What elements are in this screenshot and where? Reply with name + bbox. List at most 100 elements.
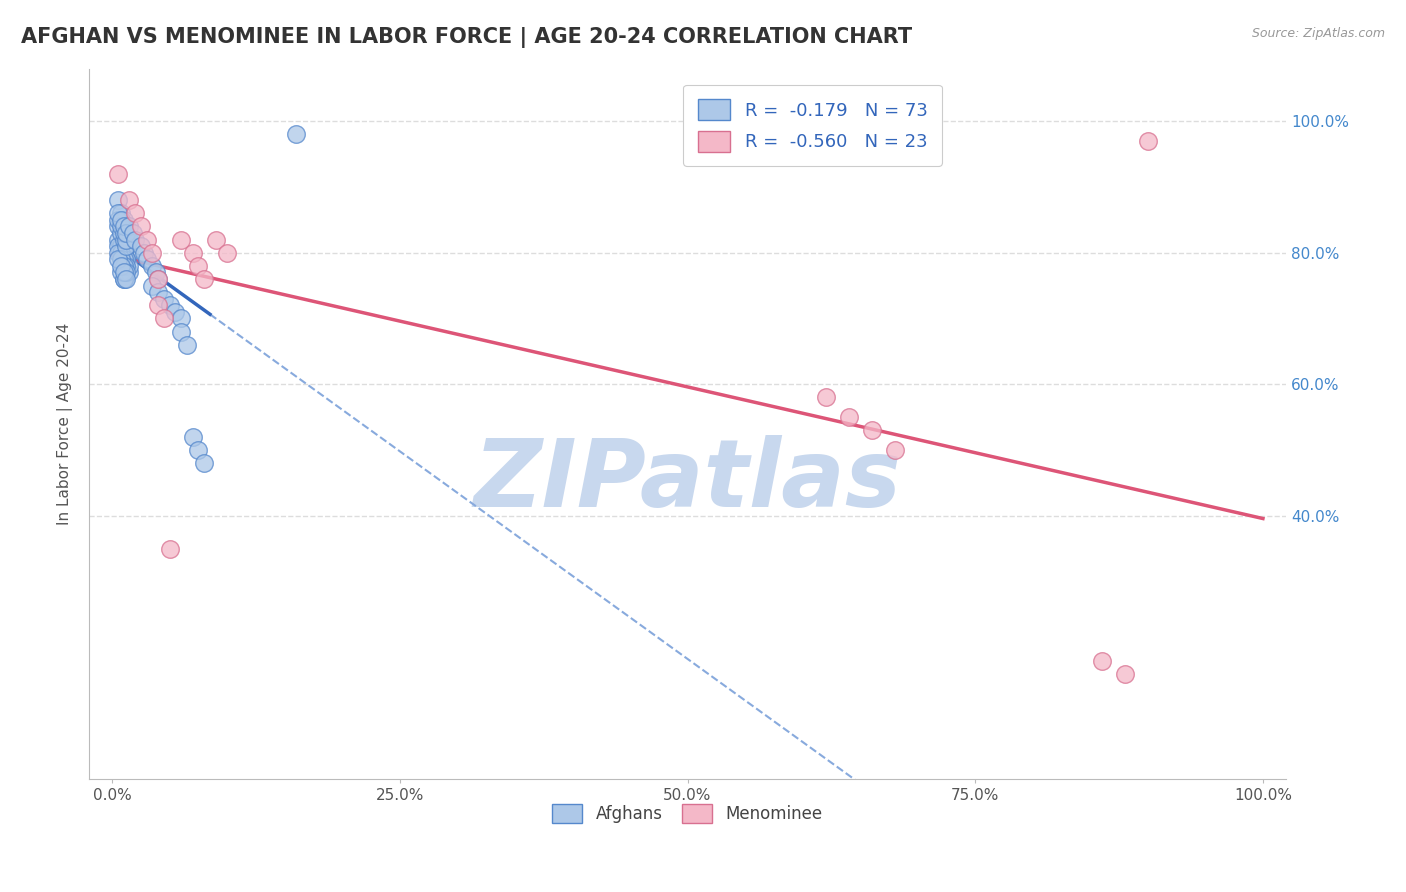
Y-axis label: In Labor Force | Age 20-24: In Labor Force | Age 20-24	[58, 323, 73, 524]
Point	[112, 265, 135, 279]
Point	[112, 252, 135, 267]
Point	[107, 167, 129, 181]
Point	[107, 193, 129, 207]
Point	[181, 245, 204, 260]
Point	[159, 298, 181, 312]
Point	[110, 226, 132, 240]
Point	[193, 456, 215, 470]
Point	[1114, 666, 1136, 681]
Point	[145, 265, 167, 279]
Point	[115, 233, 138, 247]
Point	[129, 239, 152, 253]
Point	[112, 233, 135, 247]
Point	[129, 219, 152, 234]
Point	[115, 226, 138, 240]
Point	[115, 239, 138, 253]
Point	[112, 245, 135, 260]
Point	[110, 226, 132, 240]
Point	[148, 285, 170, 300]
Text: ZIPatlas: ZIPatlas	[474, 434, 901, 526]
Point	[115, 226, 138, 240]
Point	[170, 325, 193, 339]
Point	[860, 423, 883, 437]
Point	[115, 252, 138, 267]
Point	[115, 252, 138, 267]
Point	[122, 226, 145, 240]
Point	[883, 443, 905, 458]
Point	[1091, 653, 1114, 667]
Point	[110, 265, 132, 279]
Point	[135, 252, 157, 267]
Point	[118, 245, 141, 260]
Point	[115, 259, 138, 273]
Point	[107, 245, 129, 260]
Point	[112, 272, 135, 286]
Point	[115, 219, 138, 234]
Point	[118, 233, 141, 247]
Point	[159, 541, 181, 556]
Point	[112, 259, 135, 273]
Point	[107, 252, 129, 267]
Point	[153, 292, 176, 306]
Point	[112, 233, 135, 247]
Point	[110, 239, 132, 253]
Point	[110, 219, 132, 234]
Point	[124, 233, 146, 247]
Point	[107, 233, 129, 247]
Point	[141, 259, 163, 273]
Point	[115, 259, 138, 273]
Point	[118, 193, 141, 207]
Point	[112, 212, 135, 227]
Point	[118, 259, 141, 273]
Point	[107, 219, 129, 234]
Point	[110, 245, 132, 260]
Point	[118, 265, 141, 279]
Point	[115, 226, 138, 240]
Point	[170, 233, 193, 247]
Point	[838, 410, 860, 425]
Point	[110, 206, 132, 220]
Point	[176, 338, 198, 352]
Point	[115, 272, 138, 286]
Point	[112, 252, 135, 267]
Point	[112, 219, 135, 234]
Point	[118, 233, 141, 247]
Point	[181, 430, 204, 444]
Text: Source: ZipAtlas.com: Source: ZipAtlas.com	[1251, 27, 1385, 40]
Point	[110, 212, 132, 227]
Point	[115, 265, 138, 279]
Point	[134, 245, 156, 260]
Point	[141, 278, 163, 293]
Point	[217, 245, 239, 260]
Point	[148, 298, 170, 312]
Point	[110, 239, 132, 253]
Point	[112, 272, 135, 286]
Point	[165, 305, 187, 319]
Point	[112, 245, 135, 260]
Point	[187, 259, 209, 273]
Legend: Afghans, Menominee: Afghans, Menominee	[540, 792, 835, 835]
Point	[148, 272, 170, 286]
Point	[112, 245, 135, 260]
Point	[170, 311, 193, 326]
Point	[187, 443, 209, 458]
Point	[204, 233, 226, 247]
Point	[153, 311, 176, 326]
Point	[107, 206, 129, 220]
Point	[1136, 134, 1159, 148]
Point	[107, 212, 129, 227]
Point	[814, 391, 837, 405]
Point	[115, 239, 138, 253]
Point	[148, 272, 170, 286]
Point	[112, 226, 135, 240]
Point	[107, 239, 129, 253]
Point	[135, 233, 157, 247]
Text: AFGHAN VS MENOMINEE IN LABOR FORCE | AGE 20-24 CORRELATION CHART: AFGHAN VS MENOMINEE IN LABOR FORCE | AGE…	[21, 27, 912, 48]
Point	[124, 206, 146, 220]
Point	[110, 239, 132, 253]
Point	[118, 219, 141, 234]
Point	[285, 128, 308, 142]
Point	[110, 259, 132, 273]
Point	[110, 252, 132, 267]
Point	[193, 272, 215, 286]
